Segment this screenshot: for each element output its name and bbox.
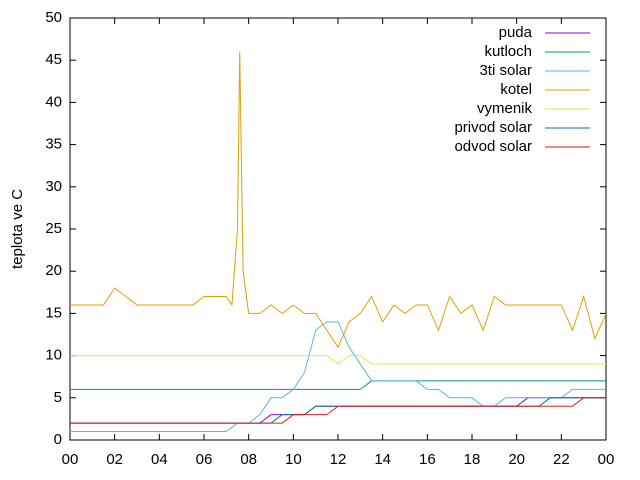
y-tick-label: 15 bbox=[45, 304, 62, 321]
series-line bbox=[70, 51, 607, 349]
y-tick-label: 10 bbox=[45, 347, 62, 364]
y-tick-label: 35 bbox=[45, 136, 62, 153]
x-tick-label: 06 bbox=[196, 451, 213, 468]
legend-label: privod solar bbox=[454, 119, 532, 136]
series-line bbox=[70, 380, 606, 390]
legend-label: vymenik bbox=[477, 100, 533, 117]
x-tick-label: 10 bbox=[285, 451, 302, 468]
legend-label: odvod solar bbox=[454, 138, 532, 155]
legend-label: puda bbox=[499, 24, 533, 41]
y-tick-label: 5 bbox=[54, 389, 62, 406]
series-line bbox=[70, 397, 606, 424]
y-tick-label: 40 bbox=[45, 93, 62, 110]
x-tick-label: 04 bbox=[151, 451, 168, 468]
y-axis-label: teplota ve C bbox=[9, 189, 26, 269]
x-tick-label: 02 bbox=[106, 451, 123, 468]
series-line bbox=[70, 321, 606, 433]
y-tick-label: 20 bbox=[45, 262, 62, 279]
x-tick-label: 12 bbox=[330, 451, 347, 468]
legend-label: kutloch bbox=[484, 43, 532, 60]
x-tick-label: 16 bbox=[419, 451, 436, 468]
series-line bbox=[70, 355, 606, 365]
y-tick-label: 25 bbox=[45, 220, 62, 237]
y-tick-label: 30 bbox=[45, 178, 62, 195]
y-tick-label: 50 bbox=[45, 9, 62, 26]
x-tick-label: 08 bbox=[240, 451, 257, 468]
y-tick-label: 0 bbox=[54, 431, 62, 448]
legend-label: 3ti solar bbox=[479, 62, 532, 79]
legend-label: kotel bbox=[500, 81, 532, 98]
y-tick-label: 45 bbox=[45, 51, 62, 68]
x-tick-label: 00 bbox=[62, 451, 79, 468]
series-line bbox=[70, 397, 606, 424]
x-tick-label: 00 bbox=[598, 451, 615, 468]
x-tick-label: 18 bbox=[464, 451, 481, 468]
x-tick-label: 20 bbox=[508, 451, 525, 468]
series-line bbox=[70, 397, 606, 424]
x-tick-label: 14 bbox=[374, 451, 391, 468]
x-tick-label: 22 bbox=[553, 451, 570, 468]
